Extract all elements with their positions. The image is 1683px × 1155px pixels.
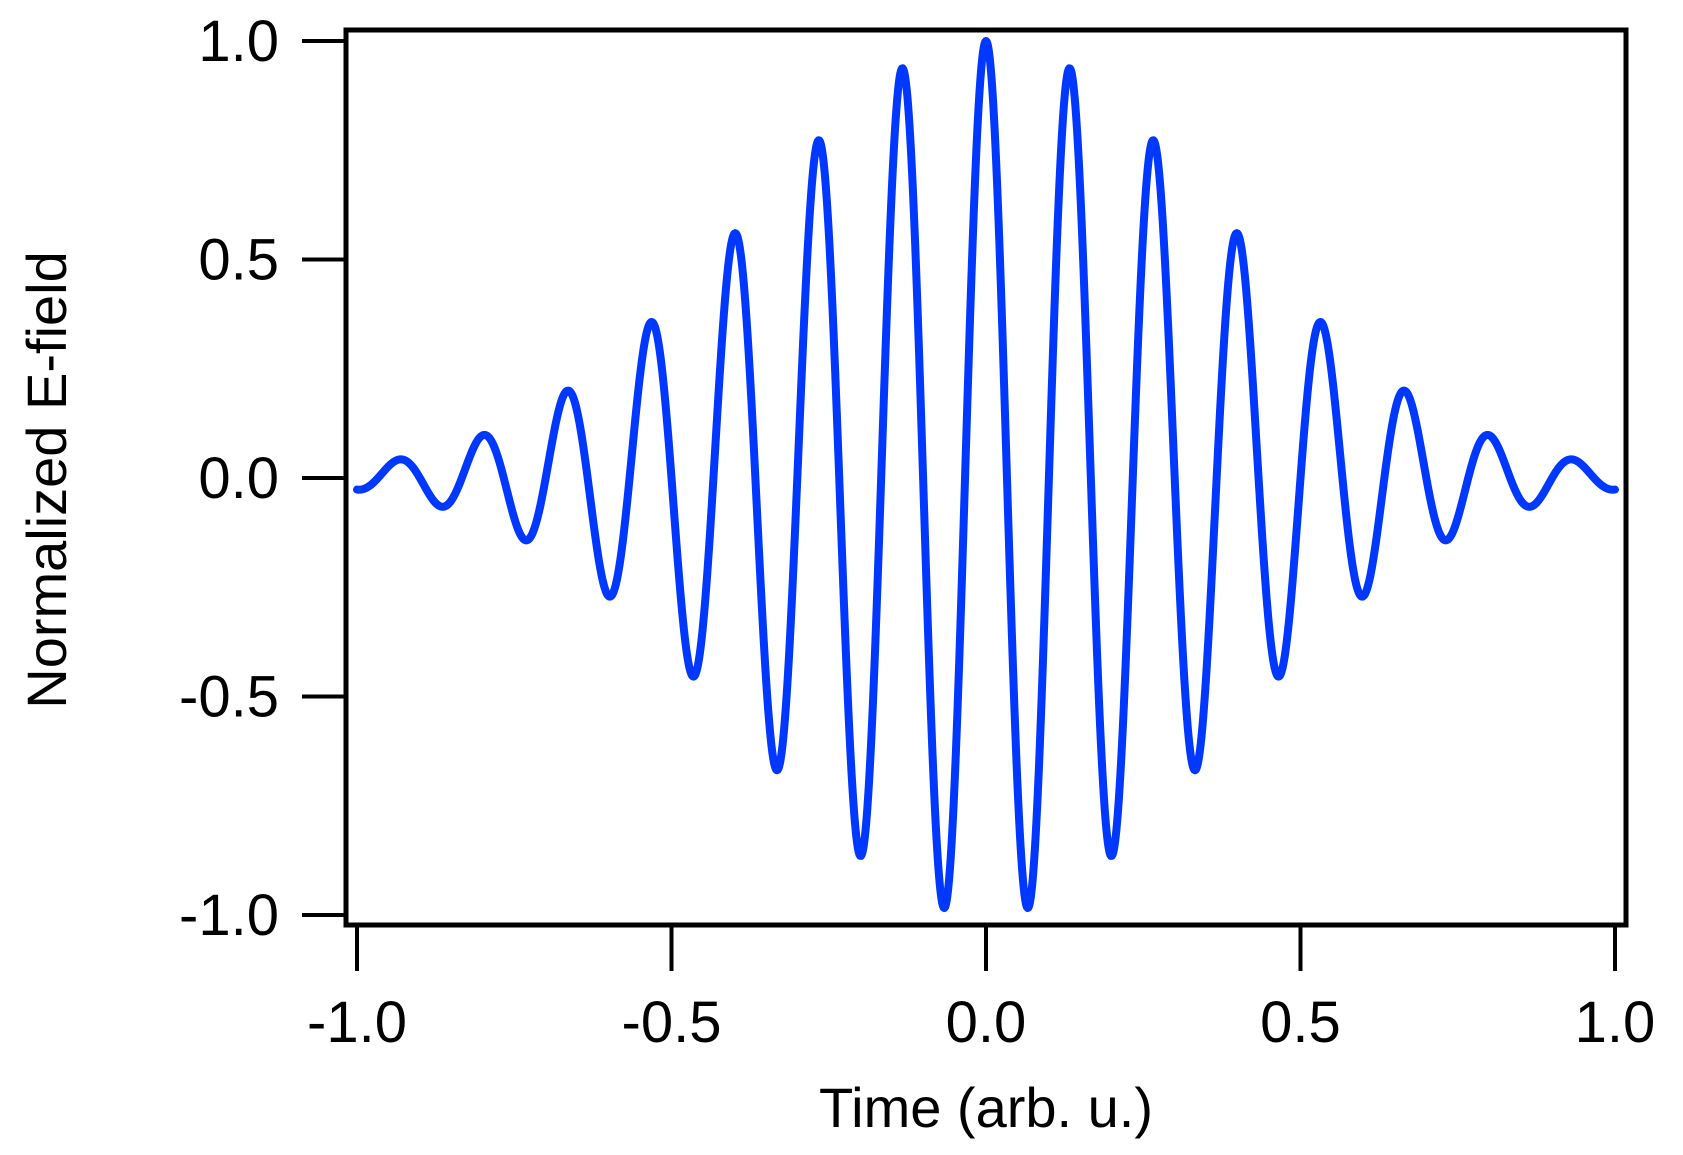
- y-tick-label: -1.0: [179, 883, 279, 948]
- y-axis-title: Normalized E-field: [15, 251, 78, 709]
- x-tick-label: 0.5: [1260, 990, 1341, 1055]
- x-tick-label: 1.0: [1575, 990, 1656, 1055]
- x-tick-label: -1.0: [307, 990, 407, 1055]
- x-tick-label: 0.0: [946, 990, 1027, 1055]
- efield-curve: [353, 37, 1619, 912]
- plot-frame: [343, 27, 1629, 928]
- x-tick-label: -0.5: [622, 990, 722, 1055]
- x-axis-title: Time (arb. u.): [819, 1076, 1153, 1139]
- y-tick-label: 0.5: [198, 228, 279, 293]
- y-tick-label: 1.0: [198, 9, 279, 74]
- x-axis-ticks: -1.0 -0.5 0.0 0.5 1.0: [307, 927, 1655, 1055]
- y-axis-ticks: 1.0 0.5 0.0 -0.5 -1.0: [179, 9, 346, 948]
- y-tick-label: -0.5: [179, 665, 279, 730]
- y-tick-label: 0.0: [198, 446, 279, 511]
